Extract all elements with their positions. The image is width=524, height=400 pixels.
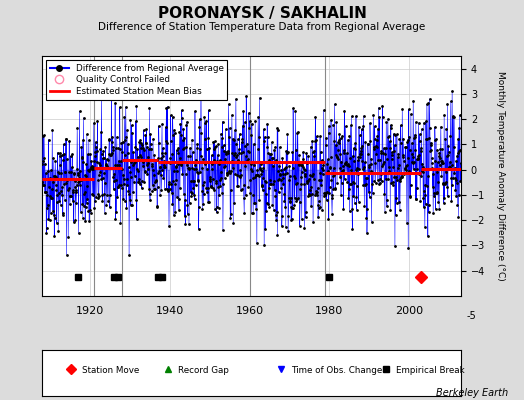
Text: 1960: 1960 — [235, 306, 264, 316]
Text: 2000: 2000 — [395, 306, 423, 316]
Text: Time of Obs. Change: Time of Obs. Change — [291, 366, 383, 375]
Y-axis label: Monthly Temperature Anomaly Difference (°C): Monthly Temperature Anomaly Difference (… — [496, 71, 505, 281]
Text: 1980: 1980 — [315, 306, 344, 316]
Text: PORONAYSK / SAKHALIN: PORONAYSK / SAKHALIN — [158, 6, 366, 21]
Text: 1920: 1920 — [75, 306, 104, 316]
Text: Berkeley Earth: Berkeley Earth — [436, 388, 508, 398]
Text: 1940: 1940 — [156, 306, 184, 316]
Text: Station Move: Station Move — [82, 366, 139, 375]
Text: Record Gap: Record Gap — [178, 366, 229, 375]
Text: Empirical Break: Empirical Break — [396, 366, 465, 375]
Legend: Difference from Regional Average, Quality Control Failed, Estimated Station Mean: Difference from Regional Average, Qualit… — [46, 60, 227, 100]
Text: Difference of Station Temperature Data from Regional Average: Difference of Station Temperature Data f… — [99, 22, 425, 32]
Text: -5: -5 — [466, 311, 476, 321]
